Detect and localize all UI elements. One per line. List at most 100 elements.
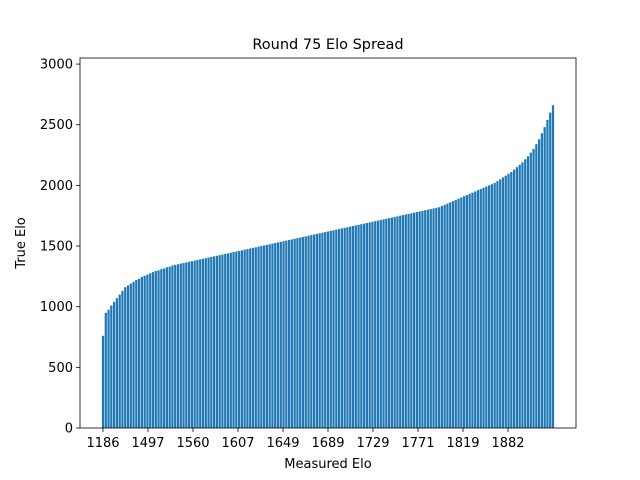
bar [163, 268, 166, 428]
bar [318, 233, 321, 428]
bar [513, 169, 516, 429]
bar [101, 335, 105, 428]
bar [126, 285, 130, 428]
bar [482, 187, 485, 428]
bar [226, 253, 230, 428]
bar [285, 240, 288, 428]
bar [274, 243, 277, 428]
bar [171, 265, 174, 428]
bar [357, 224, 360, 428]
bar [549, 112, 552, 428]
bar [468, 193, 471, 428]
bar [454, 199, 457, 428]
bar [540, 133, 543, 428]
bar [193, 260, 196, 428]
x-tick-label: 1560 [176, 436, 209, 451]
bar [446, 203, 449, 428]
bar [365, 222, 368, 428]
bar [521, 162, 524, 428]
bar [460, 197, 463, 428]
y-tick-label: 0 [65, 422, 73, 437]
bar [543, 127, 546, 429]
bar [360, 224, 363, 428]
bar [332, 230, 335, 428]
bar [410, 213, 413, 428]
bar [407, 213, 410, 428]
bar [393, 216, 396, 428]
bar [529, 152, 532, 428]
bar [421, 210, 424, 428]
bar [304, 236, 307, 428]
bar [379, 219, 382, 428]
bar [240, 250, 243, 428]
x-tick-label: 1689 [311, 436, 344, 451]
y-axis-ticks: 0 500 1000 1500 2000 2500 3000 [40, 58, 80, 437]
bar [199, 259, 202, 428]
bar [307, 235, 310, 428]
bar [510, 172, 513, 428]
bar [440, 206, 443, 428]
bar [143, 275, 146, 428]
bar [465, 195, 468, 428]
bar [140, 276, 143, 428]
bar [532, 148, 535, 429]
bar [463, 196, 466, 428]
bar [551, 105, 555, 428]
bar [110, 305, 113, 428]
bar [118, 294, 121, 428]
bar [224, 253, 227, 428]
bar [429, 209, 432, 428]
bar [371, 221, 374, 428]
bar [107, 309, 110, 428]
bar [179, 263, 182, 428]
bar [271, 243, 274, 428]
bar [449, 202, 452, 428]
bar [229, 252, 232, 428]
bar [293, 238, 296, 428]
x-axis-label: Measured Elo [284, 457, 371, 472]
bar [432, 208, 435, 428]
y-axis-label: True Elo [14, 217, 29, 270]
bar [321, 232, 324, 428]
bar [249, 248, 252, 428]
bar [343, 227, 346, 428]
bar [426, 209, 430, 428]
bar [326, 231, 330, 428]
bar [535, 144, 538, 428]
bar [151, 272, 155, 428]
x-tick-label: 1819 [446, 436, 479, 451]
bar [182, 263, 185, 428]
plot-frame [79, 57, 577, 429]
x-tick-label: 1771 [401, 436, 434, 451]
bar [210, 256, 213, 428]
bar [524, 159, 527, 429]
bar [424, 210, 427, 428]
y-tick-label: 1000 [40, 300, 73, 315]
bar [485, 186, 488, 428]
bar [476, 190, 480, 428]
bar [496, 181, 499, 428]
bar [113, 301, 116, 428]
bar [418, 211, 421, 428]
bar [396, 216, 399, 428]
y-tick-label: 3000 [40, 58, 73, 73]
bar [188, 261, 191, 428]
x-tick-label: 1497 [131, 436, 164, 451]
bar [282, 241, 285, 428]
bar [493, 182, 496, 428]
bar [185, 262, 188, 428]
bar [507, 173, 510, 428]
bar [479, 189, 482, 428]
bar [154, 270, 157, 428]
bar [138, 278, 141, 428]
bar [354, 225, 357, 428]
bar [526, 156, 530, 428]
bar [546, 119, 549, 429]
bar [157, 270, 160, 428]
bar [201, 258, 205, 428]
bar [251, 247, 255, 428]
bar [276, 242, 280, 428]
bar [399, 215, 402, 428]
bar [501, 177, 505, 428]
